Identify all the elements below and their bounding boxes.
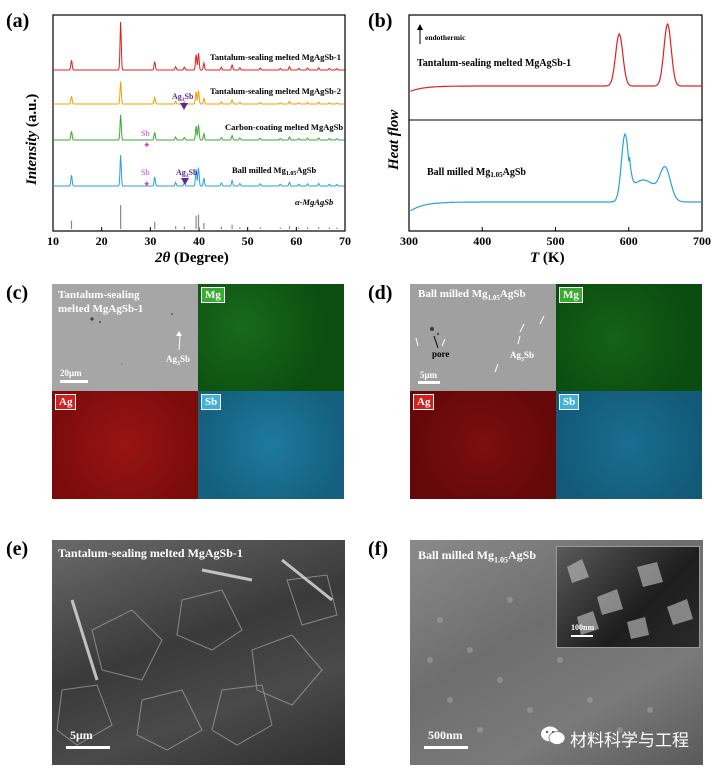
dsc-tick-label: 400 [473, 234, 491, 248]
eds-c-ag3sb-label: Ag3Sb [166, 354, 191, 367]
eds-d-pore-label: pore [432, 349, 450, 359]
dsc-series-line-1 [410, 132, 702, 212]
eds-c-title: Tantalum-sealing melted MgAgSb-1 [58, 289, 144, 315]
xrd-tick-label: 10 [47, 234, 59, 248]
xrd-x-ticks: 10 20 30 40 50 60 70 [47, 227, 351, 248]
xrd-sb-marker-1: ✦ [143, 141, 151, 151]
xrd-y-axis-title: Intensity (a.u.) [24, 94, 40, 186]
xrd-ag3sb-marker-2 [181, 178, 189, 185]
xrd-annot-ag3sb-1: Ag3Sb [172, 92, 194, 103]
eds-d-mg-map: Mg [556, 284, 702, 391]
eds-d-sb-tag: Sb [559, 394, 580, 410]
sem-f-title: Ball milled Mg1.05AgSb [418, 548, 537, 565]
sem-e-image: Tantalum-sealing melted MgAgSb-1 5μm [52, 540, 345, 765]
eds-d-title: Ball milled Mg1.05AgSb [418, 288, 526, 303]
panel-label-c: (c) [6, 282, 29, 304]
eds-d-texture [415, 315, 545, 373]
sem-e-title: Tantalum-sealing melted MgAgSb-1 [58, 546, 243, 560]
dsc-tick-label: 500 [547, 234, 565, 248]
eds-d-ag3sb-label: Ag3Sb [510, 350, 535, 363]
eds-d-scale-bar [418, 381, 440, 384]
xrd-label-ref: α-MgAgSb [295, 197, 333, 207]
eds-c-mg-map: Mg [198, 284, 344, 391]
endothermic-label: endothermic [425, 33, 466, 42]
xrd-x-axis-title: 2θ (Degree) [154, 250, 229, 266]
dsc-tick-label: 700 [693, 234, 711, 248]
wechat-icon-svg [541, 726, 566, 745]
panel-label-e: (e) [6, 538, 29, 560]
eds-c-ag-map: Ag [52, 391, 198, 499]
xrd-annot-sb-2: Sb [141, 168, 149, 177]
dsc-x-axis-title: T (K) [530, 250, 565, 266]
xrd-series-line-3 [53, 155, 345, 187]
sem-e-scale-text: 5μm [70, 728, 93, 742]
dsc-tick-label: 600 [620, 234, 638, 248]
sem-f-inset-texture [567, 559, 693, 639]
xrd-tick-label: 20 [96, 234, 108, 248]
xrd-ag3sb-marker-1 [180, 103, 188, 110]
xrd-sb-marker-2: ✦ [143, 180, 151, 190]
xrd-tick-label: 40 [193, 234, 205, 248]
xrd-series-line-1 [53, 81, 345, 105]
eds-d-ag-tag: Ag [413, 394, 435, 410]
eds-d-sem-image: Ball milled Mg1.05AgSb pore Ag3Sb 5μm [410, 284, 556, 391]
dsc-series-line-0 [410, 22, 702, 92]
sem-f-texture [427, 597, 653, 733]
panel-label-a: (a) [6, 10, 30, 32]
xrd-label-cc: Carbon-coating melted MgAgSb [225, 122, 343, 132]
eds-c-sem-image: Tantalum-sealing melted MgAgSb-1 Ag3Sb 2… [52, 284, 198, 391]
sem-e-scale-bar [66, 746, 110, 749]
xrd-series-line-2 [53, 114, 345, 141]
xrd-tick-label: 30 [144, 234, 156, 248]
xrd-series-line-0 [53, 21, 345, 71]
xrd-annot-sb-1: Sb [141, 129, 149, 138]
dsc-label-ta: Tantalum-sealing melted MgAgSb-1 [417, 58, 571, 69]
xrd-label-bm: Ball milled Mg1.05AgSb [232, 165, 316, 177]
wechat-icon [540, 724, 566, 751]
xrd-annot-ag3sb-2: Ag3Sb [176, 168, 198, 179]
dsc-chart: 300 400 500 600 700 endothermic Tantalum-sea… [386, 14, 711, 266]
dsc-y-axis-title: Heat flow [386, 109, 402, 171]
sem-f-image: 100nm Ball milled Mg1.05AgSb 500nm 材料科学与… [410, 540, 703, 765]
eds-d-sb-map: Sb [556, 391, 702, 499]
watermark-text: 材料科学与工程 [570, 731, 689, 751]
dsc-tick-label: 300 [400, 234, 418, 248]
xrd-tick-label: 60 [290, 234, 302, 248]
xrd-tick-label: 70 [339, 234, 351, 248]
sem-f-scale-text: 500nm [428, 728, 463, 742]
xrd-label-ta1: Tantalum-sealing melted MgAgSb-1 [210, 52, 341, 62]
sem-f-inset-scale-bar [571, 635, 593, 637]
dsc-label-bm: Ball milled Mg1.05AgSb [427, 167, 526, 179]
panel-label-f: (f) [368, 538, 388, 560]
eds-c-texture [90, 313, 182, 365]
eds-c-scale-text: 20μm [60, 368, 82, 378]
eds-c-scale-bar [60, 380, 88, 383]
eds-d-mg-tag: Mg [559, 287, 583, 303]
eds-c-mg-tag: Mg [201, 287, 225, 303]
panel-label-b: (b) [368, 10, 393, 32]
panel-label-d: (d) [368, 282, 393, 304]
dsc-frame [408, 14, 703, 232]
dsc-x-ticks: 300 400 500 600 700 [400, 227, 711, 248]
xrd-tick-label: 50 [242, 234, 254, 248]
sem-e-texture [56, 558, 338, 751]
eds-c-sb-tag: Sb [201, 394, 222, 410]
eds-c-sb-map: Sb [198, 391, 344, 499]
sem-f-scale-bar [424, 746, 468, 749]
eds-d-scale-text: 5μm [420, 370, 438, 380]
xrd-label-ta2: Tantalum-sealing melted MgAgSb-2 [210, 86, 341, 96]
endothermic-arrowhead [417, 24, 423, 30]
xrd-series-group [53, 21, 345, 229]
xrd-chart: 10 20 30 40 50 60 70 Tantalum-sealing melted M… [24, 14, 351, 266]
sem-f-inset-scale-text: 100nm [571, 623, 595, 632]
eds-c-ag-tag: Ag [55, 394, 77, 410]
dsc-series-group [410, 22, 702, 212]
sem-f-inset: 100nm [556, 546, 700, 648]
eds-d-ag-map: Ag [410, 391, 556, 499]
